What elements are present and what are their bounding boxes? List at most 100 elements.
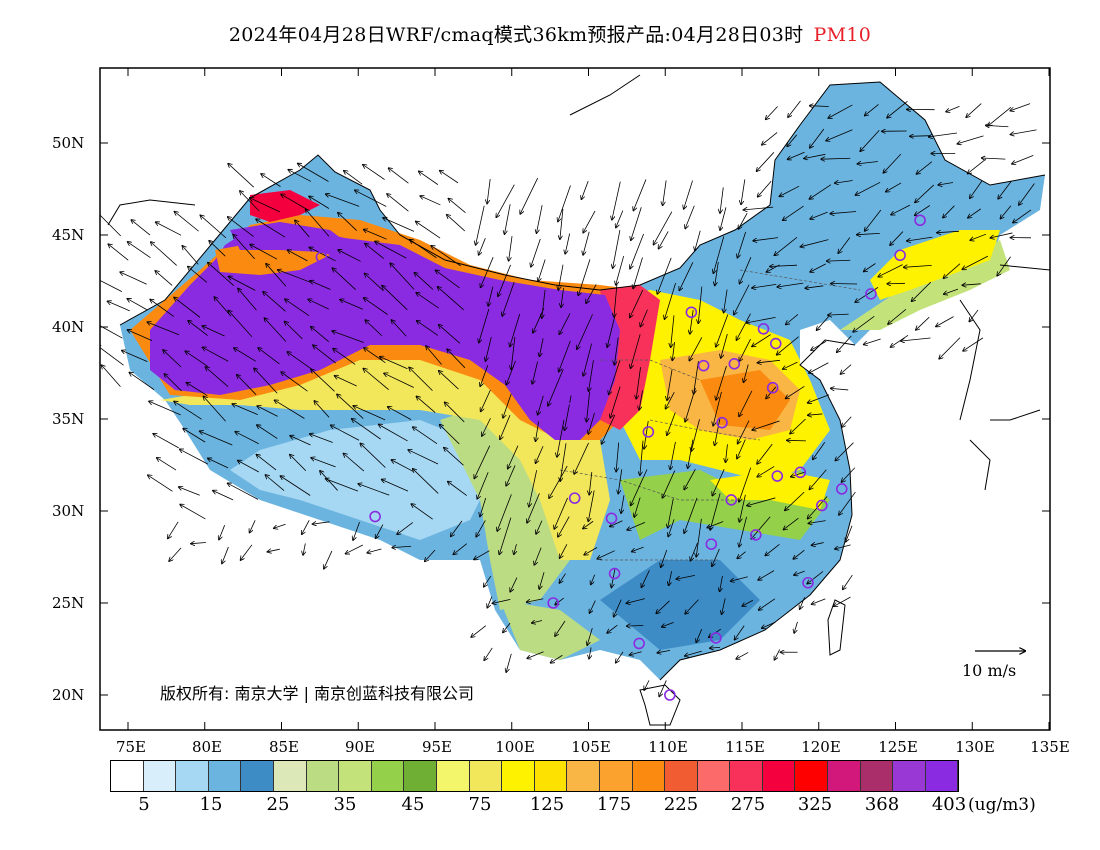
wind-arrow xyxy=(448,199,466,213)
wind-arrow xyxy=(481,257,494,287)
wind-arrow xyxy=(988,107,1012,125)
city-marker xyxy=(697,359,710,372)
wind-arrow xyxy=(890,231,904,246)
colorbar-swatch xyxy=(893,761,926,791)
wind-arrow xyxy=(640,440,644,476)
wind-arrow xyxy=(584,547,598,555)
wind-arrow xyxy=(202,326,225,337)
wind-arrow xyxy=(506,653,512,672)
wind-arrow xyxy=(360,443,386,468)
wind-arrow xyxy=(275,400,305,419)
wind-arrow xyxy=(392,546,412,547)
wind-arrow xyxy=(828,104,853,118)
wind-arrow xyxy=(447,349,466,369)
wind-arrow xyxy=(839,491,856,515)
wind-arrow xyxy=(499,517,512,555)
wind-arrow xyxy=(180,505,206,520)
wind-arrow xyxy=(737,231,747,258)
wind-arrow xyxy=(309,247,336,262)
wind-arrow xyxy=(779,185,800,196)
wind-arrow xyxy=(591,574,596,585)
wind-arrow xyxy=(669,571,673,585)
wind-arrow xyxy=(710,647,721,648)
wind-arrow xyxy=(970,233,987,240)
wind-arrow xyxy=(108,301,130,312)
wind-arrow xyxy=(810,106,829,107)
wind-arrow xyxy=(747,497,776,506)
city-marker xyxy=(769,337,782,350)
wind-arrow xyxy=(939,337,961,359)
colorbar-swatch xyxy=(339,761,372,791)
wind-arrow xyxy=(375,241,407,259)
wind-arrow xyxy=(684,468,696,489)
wind-arrow xyxy=(634,497,641,517)
wind-arrow xyxy=(904,265,932,267)
wind-arrow xyxy=(208,263,235,286)
colorbar-tick: 403 xyxy=(931,794,967,815)
wind-arrow xyxy=(188,267,208,283)
wind-arrow xyxy=(131,220,151,236)
wind-arrow xyxy=(228,310,253,338)
wind-arrow xyxy=(865,104,879,115)
wind-arrow xyxy=(484,647,493,660)
colorbar-swatch xyxy=(436,761,470,791)
colorbar-swatch xyxy=(697,761,731,791)
wind-arrow xyxy=(713,236,725,273)
wind-arrow xyxy=(353,521,360,540)
wind-arrow xyxy=(531,238,541,267)
wind-arrow xyxy=(846,525,853,542)
wind-arrow xyxy=(510,314,521,346)
wind-arrow xyxy=(661,549,668,567)
wind-arrow xyxy=(537,205,543,233)
city-marker xyxy=(728,357,741,370)
wind-arrow xyxy=(416,396,436,413)
wind-arrow xyxy=(878,264,903,277)
wind-arrow xyxy=(413,469,439,494)
wind-arrow xyxy=(532,620,543,623)
wind-arrow xyxy=(559,340,571,372)
wind-arrow xyxy=(310,281,331,290)
wind-arrow xyxy=(757,466,775,476)
wind-arrow xyxy=(228,483,259,500)
wind-arrow xyxy=(559,573,566,583)
wind-arrow xyxy=(203,396,226,422)
wind-arrow xyxy=(685,387,696,422)
wind-arrow xyxy=(267,549,280,552)
wind-arrow xyxy=(794,621,798,633)
wind-arrow xyxy=(783,361,798,369)
city-marker xyxy=(685,306,698,319)
wind-arrow xyxy=(586,284,597,303)
wind-arrow xyxy=(344,171,363,185)
wind-arrow xyxy=(741,179,746,204)
colorbar-swatch xyxy=(241,761,274,791)
wind-arrow xyxy=(805,286,824,288)
wind-arrow xyxy=(891,204,911,215)
wind-arrow xyxy=(684,497,698,533)
wind-arrow xyxy=(587,392,590,422)
colorbar-tick: 175 xyxy=(596,794,632,815)
wind-arrow xyxy=(672,342,674,360)
wind-arrow xyxy=(382,480,409,492)
wind-arrow xyxy=(558,516,570,537)
wind-arrow xyxy=(266,264,287,287)
city-marker xyxy=(568,492,581,504)
wind-arrow xyxy=(616,255,625,285)
wind-arrow xyxy=(391,320,407,337)
wind-arrow xyxy=(238,289,257,311)
wind-arrow xyxy=(480,497,487,516)
wind-arrow xyxy=(800,597,805,609)
wind-arrow xyxy=(440,425,460,445)
wind-arrow xyxy=(183,429,206,443)
wind-arrow xyxy=(295,220,310,238)
wind-arrow xyxy=(1019,183,1035,205)
wind-arrow xyxy=(907,236,933,241)
wind-arrow xyxy=(290,436,311,446)
city-marker xyxy=(547,597,559,609)
concentration-field xyxy=(100,74,1050,726)
lon-label: 130E xyxy=(955,738,995,756)
wind-arrow xyxy=(744,364,749,383)
wind-arrow xyxy=(488,286,494,306)
wind-arrow xyxy=(232,404,258,415)
wind-arrow xyxy=(365,274,384,292)
wind-arrow xyxy=(817,315,830,330)
